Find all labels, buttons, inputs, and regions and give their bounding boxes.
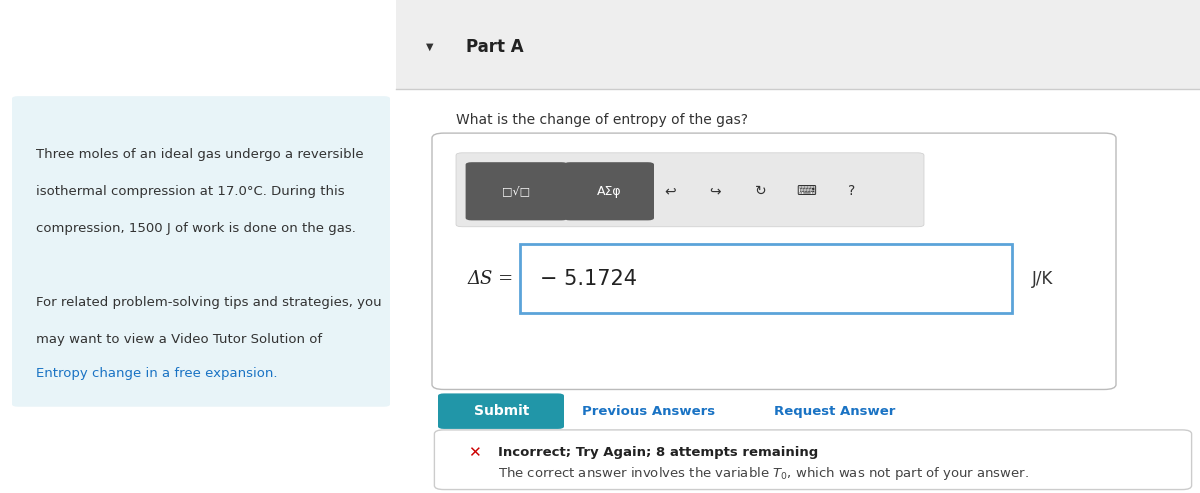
Text: compression, 1500 J of work is done on the gas.: compression, 1500 J of work is done on t…	[36, 222, 356, 235]
Text: ▼: ▼	[426, 42, 433, 52]
FancyBboxPatch shape	[12, 96, 390, 407]
Text: isothermal compression at 17.0°C. During this: isothermal compression at 17.0°C. During…	[36, 185, 344, 198]
FancyBboxPatch shape	[434, 430, 1192, 490]
Text: Three moles of an ideal gas undergo a reversible: Three moles of an ideal gas undergo a re…	[36, 148, 364, 161]
Text: ΔS =: ΔS =	[468, 270, 515, 287]
Text: Submit: Submit	[474, 404, 529, 418]
FancyBboxPatch shape	[396, 0, 1200, 89]
Text: The correct answer involves the variable $T_0$, which was not part of your answe: The correct answer involves the variable…	[498, 465, 1030, 482]
Text: ⌨: ⌨	[797, 184, 816, 198]
Text: For related problem-solving tips and strategies, you: For related problem-solving tips and str…	[36, 296, 382, 309]
FancyBboxPatch shape	[438, 393, 564, 429]
Text: AΣφ: AΣφ	[598, 185, 622, 198]
Text: − 5.1724: − 5.1724	[540, 269, 637, 288]
Text: Entropy change in a free expansion.: Entropy change in a free expansion.	[36, 367, 277, 380]
FancyBboxPatch shape	[396, 0, 1200, 493]
Text: □√□: □√□	[502, 186, 530, 197]
FancyBboxPatch shape	[432, 133, 1116, 389]
FancyBboxPatch shape	[396, 89, 1200, 493]
Text: What is the change of entropy of the gas?: What is the change of entropy of the gas…	[456, 113, 748, 127]
Text: ↪: ↪	[709, 184, 721, 198]
Text: J/K: J/K	[1032, 270, 1054, 287]
Text: ↻: ↻	[755, 184, 767, 198]
Text: may want to view a Video Tutor Solution of: may want to view a Video Tutor Solution …	[36, 333, 322, 346]
Text: Previous Answers: Previous Answers	[582, 405, 715, 418]
Text: ?: ?	[848, 184, 856, 198]
Text: Request Answer: Request Answer	[774, 405, 895, 418]
FancyBboxPatch shape	[466, 162, 568, 220]
Text: Incorrect; Try Again; 8 attempts remaining: Incorrect; Try Again; 8 attempts remaini…	[498, 446, 818, 458]
FancyBboxPatch shape	[564, 162, 654, 220]
Text: ✕: ✕	[468, 445, 480, 459]
Text: Part A: Part A	[466, 38, 523, 56]
Text: ↩: ↩	[664, 184, 676, 198]
FancyBboxPatch shape	[456, 153, 924, 227]
FancyBboxPatch shape	[520, 244, 1012, 313]
